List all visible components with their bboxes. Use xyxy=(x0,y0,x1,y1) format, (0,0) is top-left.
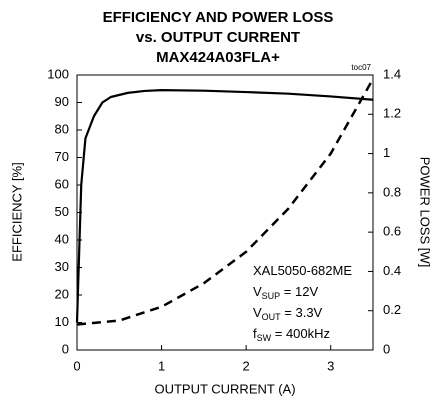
x-axis-label: OUTPUT CURRENT (A) xyxy=(154,381,295,396)
series-line xyxy=(76,78,375,326)
annotation-part: SW xyxy=(257,333,272,343)
annotation-part: = 12V xyxy=(280,284,318,299)
x-tick-label: 0 xyxy=(73,358,80,373)
y-tick-label: 30 xyxy=(55,259,69,274)
y2-tick-label: 0.8 xyxy=(383,184,401,199)
y-tick-label: 0 xyxy=(62,341,69,356)
y-tick-label: 90 xyxy=(55,94,69,109)
annotation-part: V xyxy=(253,305,262,320)
annotation-part: OUT xyxy=(262,312,282,322)
annotation-part: f xyxy=(253,326,257,341)
y-tick-label: 60 xyxy=(55,176,69,191)
y2-tick-label: 0.4 xyxy=(383,263,401,278)
annotation-part: V xyxy=(253,284,262,299)
y-tick-label: 80 xyxy=(55,121,69,136)
y2-tick-label: 0 xyxy=(383,341,390,356)
y2-tick-label: 0.2 xyxy=(383,302,401,317)
y-tick-label: 10 xyxy=(55,314,69,329)
x-tick-label: 2 xyxy=(243,358,250,373)
y2-tick-label: 1 xyxy=(383,145,390,160)
annotation: VOUT = 3.3V xyxy=(253,305,323,322)
chart-tag: toc07 xyxy=(351,63,371,72)
chart-title: vs. OUTPUT CURRENT xyxy=(136,29,300,46)
y2-tick-label: 0.6 xyxy=(383,224,401,239)
y2-axis-label: POWER LOSS [W] xyxy=(418,157,433,268)
annotation-part: XAL5050-682ME xyxy=(253,263,352,278)
chart-title: MAX424A03FLA+ xyxy=(156,49,280,66)
y-tick-label: 50 xyxy=(55,204,69,219)
y-tick-label: 20 xyxy=(55,286,69,301)
annotation-part: = 3.3V xyxy=(281,305,323,320)
y-tick-label: 70 xyxy=(55,149,69,164)
annotation: fSW = 400kHz xyxy=(253,326,330,343)
y2-tick-label: 1.4 xyxy=(383,66,401,81)
x-tick-label: 3 xyxy=(327,358,334,373)
y-tick-label: 100 xyxy=(47,66,69,81)
series-line xyxy=(75,89,374,323)
annotation-part: SUP xyxy=(262,291,281,301)
y-tick-label: 40 xyxy=(55,231,69,246)
x-tick-label: 1 xyxy=(158,358,165,373)
annotation: VSUP = 12V xyxy=(253,284,318,301)
plot-frame xyxy=(76,74,374,351)
annotation-part: = 400kHz xyxy=(271,326,330,341)
y-axis-label: EFFICIENCY [%] xyxy=(9,162,24,261)
chart-title: EFFICIENCY AND POWER LOSS xyxy=(103,9,334,26)
y2-tick-label: 1.2 xyxy=(383,106,401,121)
annotation: XAL5050-682ME xyxy=(253,263,352,278)
